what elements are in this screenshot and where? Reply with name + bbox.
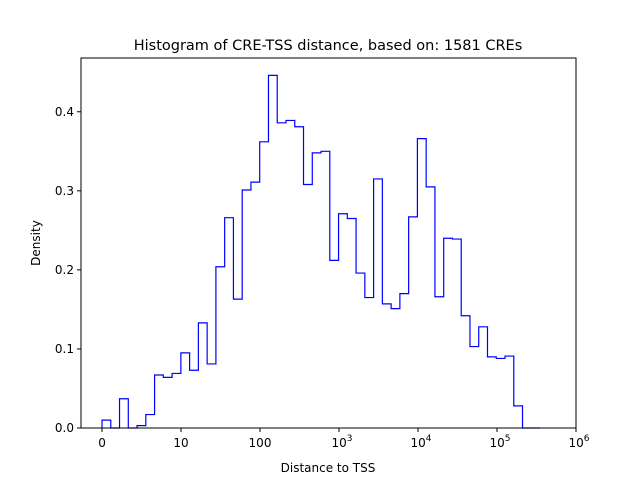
histogram-bin [242, 190, 251, 428]
histogram-bin [155, 375, 164, 428]
histogram-bin [505, 356, 514, 428]
y-tick-label: 0.1 [55, 342, 74, 356]
x-tick-label: 105 [489, 434, 510, 450]
histogram-bin [172, 373, 181, 428]
y-tick-label: 0.3 [55, 184, 74, 198]
histogram-bin [409, 217, 418, 428]
histogram-bin [181, 353, 190, 428]
histogram-bin [391, 309, 400, 428]
chart-title: Histogram of CRE-TSS distance, based on:… [134, 38, 523, 54]
plot-frame [80, 57, 577, 429]
histogram-bin [233, 299, 242, 428]
histogram-bin [444, 238, 453, 428]
histogram-bin [461, 316, 470, 428]
histogram-bin [207, 364, 216, 428]
histogram-step-line [101, 74, 541, 429]
histogram-bin [417, 139, 426, 428]
histogram-bin [268, 75, 277, 428]
histogram-bin [120, 399, 129, 428]
x-tick-label: 100 [249, 436, 272, 450]
histogram-bin [452, 239, 461, 428]
x-tick-label: 10 [173, 436, 188, 450]
x-tick-label: 104 [410, 434, 431, 450]
histogram-bin [479, 327, 488, 428]
histogram-bin [374, 179, 383, 428]
histogram-bin [400, 294, 409, 428]
x-tick-label: 103 [331, 434, 352, 450]
x-tick-label: 0 [98, 436, 106, 450]
histogram-bin [382, 304, 391, 428]
y-tick-label: 0.4 [55, 105, 74, 119]
histogram-bin [163, 377, 172, 428]
x-axis-label: Distance to TSS [281, 461, 376, 475]
histogram-bin [146, 415, 155, 428]
histogram-bin [216, 267, 225, 428]
histogram-bin [487, 357, 496, 428]
histogram-bin [295, 127, 304, 428]
histogram-bin [347, 218, 356, 428]
y-axis-label: Density [29, 220, 43, 266]
x-tick-label: 106 [568, 434, 589, 450]
histogram-bin [496, 358, 505, 428]
histogram-bin [339, 214, 348, 428]
histogram-bin [251, 182, 260, 428]
histogram-bin [225, 218, 234, 428]
histogram-bin [356, 273, 365, 428]
histogram-bin [198, 323, 207, 428]
y-tick-label: 0.2 [55, 263, 74, 277]
histogram-bin [435, 297, 444, 428]
histogram-bin [321, 151, 330, 428]
histogram-bin [260, 142, 269, 428]
histogram-bin [277, 123, 286, 428]
histogram-bin [102, 420, 111, 428]
histogram-bin [312, 153, 321, 428]
histogram-bin [470, 347, 479, 428]
histogram-bin [286, 120, 295, 428]
histogram-bin [330, 260, 339, 428]
y-tick-label: 0.0 [55, 421, 74, 435]
histogram-bin [304, 184, 313, 428]
histogram-bin [190, 370, 199, 428]
histogram-bin [514, 406, 523, 428]
histogram-bin [426, 187, 435, 428]
histogram-bin [365, 298, 374, 428]
